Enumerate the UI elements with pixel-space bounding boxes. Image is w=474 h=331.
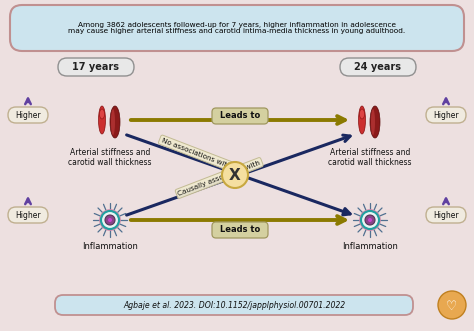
Text: Arterial stiffness and
carotid wall thickness: Arterial stiffness and carotid wall thic… (328, 148, 412, 167)
Circle shape (438, 291, 466, 319)
Ellipse shape (359, 109, 365, 119)
FancyBboxPatch shape (212, 222, 268, 238)
Text: Higher: Higher (15, 111, 41, 119)
Circle shape (108, 218, 112, 222)
Text: No associations with: No associations with (160, 137, 231, 169)
FancyBboxPatch shape (426, 107, 466, 123)
FancyBboxPatch shape (10, 5, 464, 51)
Circle shape (222, 162, 248, 188)
Text: Inflammation: Inflammation (342, 242, 398, 251)
Text: Inflammation: Inflammation (82, 242, 138, 251)
Circle shape (365, 215, 375, 225)
Text: 17 years: 17 years (73, 62, 119, 72)
Text: Leads to: Leads to (220, 225, 260, 234)
Ellipse shape (370, 106, 380, 138)
Text: Leads to: Leads to (220, 112, 260, 120)
Text: Among 3862 adolescents followed-up for 7 years, higher inflammation in adolescen: Among 3862 adolescents followed-up for 7… (68, 22, 406, 34)
Text: Higher: Higher (433, 211, 459, 219)
Text: 24 years: 24 years (355, 62, 401, 72)
Ellipse shape (99, 106, 106, 134)
FancyBboxPatch shape (212, 108, 268, 124)
Circle shape (100, 210, 120, 230)
Circle shape (360, 210, 380, 230)
FancyBboxPatch shape (340, 58, 416, 76)
FancyBboxPatch shape (426, 207, 466, 223)
Text: Agbaje et al. 2023. DOI:10.1152/japplphysiol.00701.2022: Agbaje et al. 2023. DOI:10.1152/japplphy… (123, 301, 345, 309)
FancyBboxPatch shape (58, 58, 134, 76)
Text: X: X (229, 167, 241, 182)
FancyBboxPatch shape (8, 107, 48, 123)
Text: Higher: Higher (15, 211, 41, 219)
Ellipse shape (100, 109, 104, 119)
Ellipse shape (110, 106, 120, 138)
Text: Arterial stiffness and
carotid wall thickness: Arterial stiffness and carotid wall thic… (68, 148, 152, 167)
Text: Causally associates with: Causally associates with (177, 160, 261, 197)
Text: ♡: ♡ (447, 300, 457, 312)
Text: Higher: Higher (433, 111, 459, 119)
FancyBboxPatch shape (55, 295, 413, 315)
Circle shape (105, 215, 115, 225)
Ellipse shape (358, 106, 365, 134)
Circle shape (368, 218, 372, 222)
Ellipse shape (111, 109, 115, 135)
Ellipse shape (371, 109, 375, 135)
FancyBboxPatch shape (8, 207, 48, 223)
